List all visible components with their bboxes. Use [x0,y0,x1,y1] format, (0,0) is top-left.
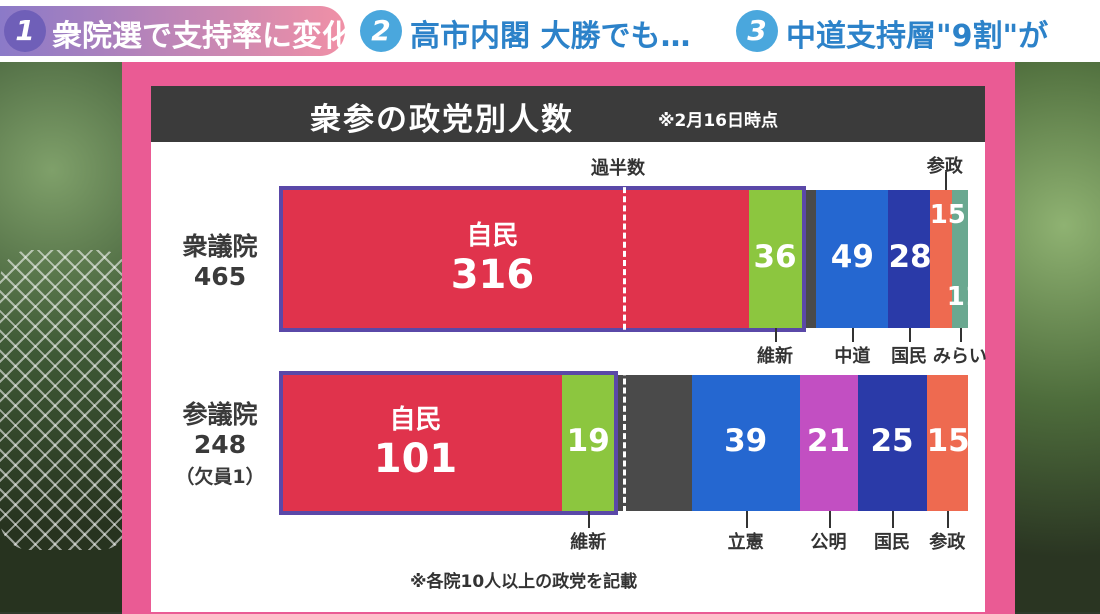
bar-value-label: 15 [926,423,970,459]
category-leader-line [828,511,831,528]
ticker-number-1: 1 [4,10,46,52]
bar-value-label: 21 [806,423,851,459]
row-label-house-of-councillors: 参議院 248 （欠員1） [170,400,270,492]
bar-value-label: 28 [888,239,932,275]
chart-title: 衆参の政党別人数 [310,102,574,138]
row-label-house-of-representatives: 衆議院 465 [170,232,270,292]
category-label: 国民 [891,346,928,367]
ticker-text-2: 高市内閣 大勝でも… [410,19,691,54]
bar-shugiin-segment [283,190,749,328]
bar-sangiin-segment [926,375,968,511]
bar-sangiin-segment [614,375,692,511]
ticker-text-3: 中道支持層"9割"が [786,19,1049,54]
category-leader-line [588,511,591,528]
bar-shugiin-segment [951,190,968,328]
bar-value-label: 15 [929,200,966,230]
category-leader-line [892,511,895,528]
chart-panel [151,86,985,612]
ticker-topic-1-highlight [0,6,345,56]
chart-header [151,86,985,142]
bar-value-label: 11 [946,282,983,312]
bar-value-label: 49 [830,239,874,275]
category-label: 立憲 [727,532,764,553]
bar-value-label: 19 [566,423,610,459]
bar-shugiin-segment [748,190,802,328]
bar-sangiin-segment [561,375,615,511]
background-foliage-right [1010,60,1100,612]
category-leader-line [959,328,962,342]
category-leader-line [944,172,947,190]
footnote: ※各院10人以上の政党を記載 [410,572,638,592]
bar-value-label: 39 [724,423,768,459]
category-leader-line [947,511,950,528]
category-label: 公明 [810,532,847,553]
house-total: 465 [193,262,247,291]
house-name: 衆議院 [182,232,258,261]
bar-party-name: 自民 [466,221,519,251]
majority-label: 過半数 [591,158,645,179]
bar-value-label-jimin: 自民 101 [283,403,548,481]
background-net [0,250,130,550]
bar-value-label: 36 [753,239,797,275]
topic-ticker: 1 衆院選で支持率に変化 2 高市内閣 大勝でも… 3 中道支持層"9割"が [0,0,1100,62]
ticker-topic-3 [730,6,1100,56]
date-note: ※2月16日時点 [658,111,779,131]
ticker-topic-2 [352,6,727,56]
ticker-number-3: 3 [736,10,778,52]
bar-value: 316 [450,252,535,298]
category-leader-line [909,328,912,342]
bar-sangiin-segment [857,375,927,511]
category-label: みらい [932,346,987,367]
category-label: 参政 [926,156,963,177]
ruling-bloc-outline [279,186,806,332]
bar-shugiin-segment [888,190,930,328]
category-label: 維新 [570,532,607,553]
category-label: 国民 [874,532,911,553]
category-leader-line [745,511,748,528]
vacancy-note: （欠員1） [175,466,265,488]
category-leader-line [852,328,855,342]
majority-line [623,178,626,512]
bar-sangiin-segment [691,375,800,511]
bar-shugiin-segment [929,190,952,328]
category-leader-line [775,328,778,342]
house-total: 248 [193,430,247,459]
bar-shugiin-segment [816,190,889,328]
category-label: 参政 [929,532,966,553]
bar-sangiin-segment [799,375,858,511]
bar-value-label-jimin: 自民 316 [283,219,702,297]
house-name: 参議院 [182,400,258,429]
bar-sangiin-segment [283,375,562,511]
ruling-bloc-outline [279,371,619,515]
bar-value-label: 25 [870,423,914,459]
ticker-number-2: 2 [360,10,402,52]
bar-value: 101 [373,436,458,482]
category-label: 中道 [834,346,871,367]
category-label: 維新 [757,346,794,367]
bar-party-name: 自民 [389,405,442,435]
ticker-text-1: 衆院選で支持率に変化 [52,19,352,54]
